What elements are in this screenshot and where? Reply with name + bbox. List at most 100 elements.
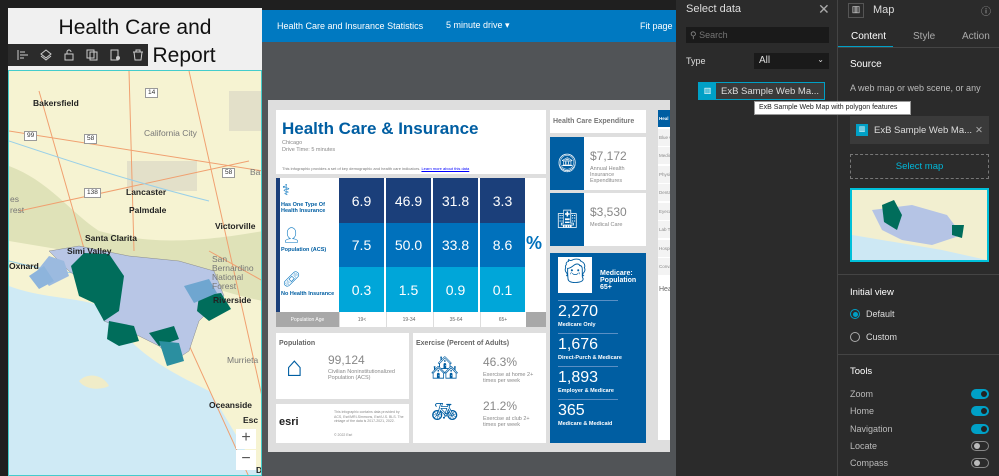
elderly-person-icon: 🧓︎: [558, 257, 592, 293]
bicycle-icon: 🚲︎: [431, 399, 459, 424]
age-header: 19-34: [386, 312, 431, 327]
map-label: Palmdale: [129, 205, 167, 215]
exercise-value: 21.2%: [483, 399, 518, 413]
tab-content[interactable]: Content: [851, 31, 887, 42]
map-label: Esc: [243, 415, 259, 425]
tab-action[interactable]: Action: [962, 31, 990, 42]
drive-time: Drive Time: 5 minutes: [282, 147, 336, 153]
tool-label: Home: [850, 406, 875, 417]
table-cell: 3.3: [480, 178, 525, 223]
delete-icon[interactable]: [127, 47, 148, 63]
learn-more-link[interactable]: Learn more about this data: [421, 166, 470, 171]
toggle-switch[interactable]: [971, 458, 989, 469]
map-icon: ▥: [848, 3, 864, 18]
medicare-value: 1,893: [558, 369, 599, 386]
side-tab[interactable]: Medica: [658, 147, 670, 164]
table-cell: 0.1: [480, 267, 525, 313]
align-icon[interactable]: [12, 47, 33, 63]
map-label: Riverside: [213, 295, 252, 305]
map-label: Victorville: [215, 221, 256, 231]
source-heading: Source: [850, 59, 882, 70]
toggle-switch[interactable]: [971, 423, 989, 434]
side-tab[interactable]: Eyecar: [658, 202, 670, 220]
data-item[interactable]: ▥ ExB Sample Web Ma...: [698, 82, 825, 100]
type-select[interactable]: All ⌄: [754, 53, 829, 69]
toggle-switch[interactable]: [971, 440, 989, 451]
table-cell: 31.8: [433, 178, 478, 223]
zoom-in-button[interactable]: +: [236, 429, 256, 449]
select-data-panel: Select data ✕ ⚲ Type All ⌄ ▥ ExB Sample W…: [676, 0, 911, 476]
highway-shield: 58: [222, 168, 236, 178]
table-cell: 7.5: [339, 222, 384, 268]
side-tab[interactable]: Convai: [658, 258, 670, 275]
map-widget[interactable]: Bakersfield California City Lancaster Pa…: [8, 70, 262, 476]
zoom-out-button[interactable]: −: [236, 450, 256, 470]
duplicate-icon[interactable]: [81, 47, 102, 63]
map-label: Simi Valley: [67, 246, 112, 256]
map-thumbnail[interactable]: [850, 188, 989, 262]
stethoscope-icon: ⚕: [282, 182, 291, 199]
side-tab[interactable]: Lab Te: [658, 221, 670, 238]
table-cell: 0.3: [339, 267, 384, 313]
map-label: Santa Clarita: [85, 233, 137, 243]
side-tab[interactable]: Blue C: [658, 128, 670, 146]
caret-down-icon: ▾: [505, 20, 510, 30]
table-cell: 33.8: [433, 222, 478, 268]
map-label: D: [256, 465, 262, 475]
title-card: Health Care & Insurance Chicago Drive Ti…: [276, 110, 546, 174]
close-icon[interactable]: ✕: [818, 1, 830, 17]
side-tab[interactable]: Physic: [658, 165, 670, 183]
medicare-label: Medicare Only: [558, 322, 596, 328]
infographic-title: Health Care and Insurance Statistics: [277, 21, 424, 31]
expenditure-header: Health Care Expenditure: [550, 110, 646, 133]
highway-shield: 14: [145, 88, 159, 98]
medicare-title: Medicare: Population 65+: [600, 270, 637, 291]
person-icon: 👤︎: [282, 226, 302, 244]
expenditure-card: 🏥︎ $3,530 Medical Care: [550, 193, 646, 246]
exercise-title: Exercise (Percent of Adults): [416, 340, 510, 347]
view-option-label: Default: [866, 309, 895, 319]
remove-icon[interactable]: ✕: [975, 124, 983, 136]
tool-label: Compass: [850, 458, 889, 469]
side-tab[interactable]: Dental: [658, 184, 670, 201]
medicare-value: 2,270: [558, 303, 599, 320]
view-option-custom[interactable]: Custom: [850, 332, 897, 342]
fit-page-button[interactable]: Fit page: [640, 21, 673, 31]
source-item: ▥ ExB Sample Web Ma... ✕: [850, 116, 989, 144]
toggle-switch[interactable]: [971, 389, 989, 399]
help-icon[interactable]: ⓘ: [981, 7, 991, 18]
tab-style[interactable]: Style: [913, 31, 936, 42]
table-cell: 50.0: [386, 222, 431, 268]
drive-time-dropdown[interactable]: 5 minute drive ▾: [446, 20, 510, 31]
exercise-value: 46.3%: [483, 355, 518, 369]
percent-sign: %: [526, 233, 543, 253]
infographic-widget: Health Care and Insurance Statistics 5 m…: [262, 10, 676, 476]
family-house-icon: ⌂: [286, 351, 303, 382]
tool-label: Navigation: [850, 423, 893, 434]
side-tab[interactable]: Hospit: [658, 239, 670, 257]
view-option-default[interactable]: Default: [850, 309, 895, 319]
infographic-page: Health Care & Insurance Chicago Drive Ti…: [268, 100, 670, 452]
side-heading: Hea: [659, 286, 670, 293]
row-label: Has One Type Of Health Insurance: [281, 202, 326, 214]
map-label: rest: [10, 205, 25, 215]
drive-time-label: 5 minute drive: [446, 20, 503, 30]
population-value: 99,124: [328, 353, 365, 367]
table-cell: 6.9: [339, 178, 384, 223]
expenditure-card: 🪙︎ $7,172 Annual Health Insurance Expendit…: [550, 137, 646, 190]
lock-icon[interactable]: [58, 47, 79, 63]
select-map-button[interactable]: Select map: [850, 154, 989, 179]
medicare-label: Employer & Medicare: [558, 388, 614, 394]
toggle-switch[interactable]: [971, 406, 989, 417]
map-settings-panel: ▥ Map ⓘ Content Style Action Source A we…: [838, 0, 999, 476]
settings-icon[interactable]: [104, 47, 125, 63]
map-label: Murrieta: [227, 355, 259, 365]
side-tab[interactable]: Heal: [658, 110, 670, 127]
map-label: Ba: [250, 167, 261, 177]
age-header: 19<: [339, 312, 384, 327]
radio-button[interactable]: [850, 309, 860, 319]
search-input[interactable]: [699, 30, 820, 40]
tools-heading: Tools: [850, 366, 873, 377]
radio-button[interactable]: [850, 332, 860, 342]
layer-icon[interactable]: [35, 47, 56, 63]
